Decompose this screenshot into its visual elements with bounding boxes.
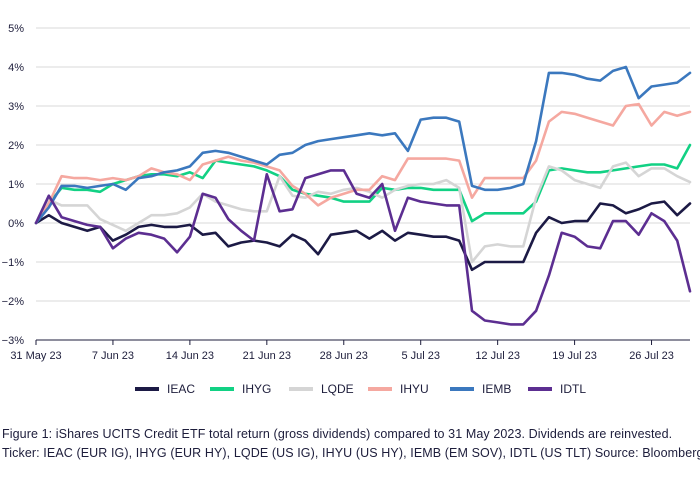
legend-label: IHYG <box>242 382 272 396</box>
legend-label: IEAC <box>167 382 196 396</box>
legend-swatch <box>450 387 474 391</box>
legend-swatch <box>528 387 552 391</box>
legend-label: IHYU <box>400 382 429 396</box>
legend-item-ieac: IEAC <box>135 379 195 399</box>
y-tick-label: −2% <box>2 296 25 308</box>
series-line-idtl <box>34 169 692 326</box>
legend-swatch <box>289 387 313 391</box>
legend-label: IDTL <box>560 382 587 396</box>
legend-swatch <box>210 387 234 391</box>
legend-swatch <box>368 387 392 391</box>
y-tick-label: 5% <box>8 23 24 35</box>
series-line-iemb <box>34 65 692 225</box>
x-tick-label: 12 Jul 23 <box>475 350 520 362</box>
series-line-ihyg <box>34 143 692 225</box>
caption-line-2: Ticker: IEAC (EUR IG), IHYG (EUR HY), LQ… <box>2 446 700 460</box>
legend-item-idtl: IDTL <box>528 379 586 399</box>
x-tick-label: 21 Jun 23 <box>243 350 291 362</box>
x-tick-label: 14 Jun 23 <box>166 350 214 362</box>
x-tick-label: 5 Jul 23 <box>401 350 440 362</box>
x-tick-label: 7 Jun 23 <box>92 350 134 362</box>
caption-line-1: Figure 1: iShares UCITS Credit ETF total… <box>2 427 673 441</box>
y-tick-label: 1% <box>8 179 24 191</box>
chart-legend: IEAC IHYG LQDE IHYU IEMB IDTL <box>0 379 700 399</box>
legend-item-iemb: IEMB <box>450 379 511 399</box>
legend-label: LQDE <box>321 382 354 396</box>
y-tick-label: 0% <box>8 218 24 230</box>
legend-item-lqde: LQDE <box>289 379 354 399</box>
y-tick-label: −1% <box>2 257 25 269</box>
y-tick-label: 3% <box>8 101 24 113</box>
x-tick-label: 19 Jul 23 <box>552 350 597 362</box>
legend-swatch <box>135 387 159 391</box>
x-tick-label: 26 Jul 23 <box>629 350 674 362</box>
y-tick-label: 2% <box>8 140 24 152</box>
line-chart: −3% −2% −1% 0% 1% 2% 3% 4% 5% 31 May 23 7 Jun 23 14… <box>2 23 692 362</box>
figure-caption: Figure 1: iShares UCITS Credit ETF total… <box>2 425 700 463</box>
y-tick-label: −3% <box>2 335 25 347</box>
x-tick-label: 28 Jun 23 <box>320 350 368 362</box>
series-line-ihyu <box>34 102 692 225</box>
series-line-ieac <box>34 200 692 272</box>
x-tick-label: 31 May 23 <box>10 350 61 362</box>
y-tick-label: 4% <box>8 62 24 74</box>
legend-item-ihyg: IHYG <box>210 379 271 399</box>
legend-label: IEMB <box>482 382 512 396</box>
legend-item-ihyu: IHYU <box>368 379 429 399</box>
